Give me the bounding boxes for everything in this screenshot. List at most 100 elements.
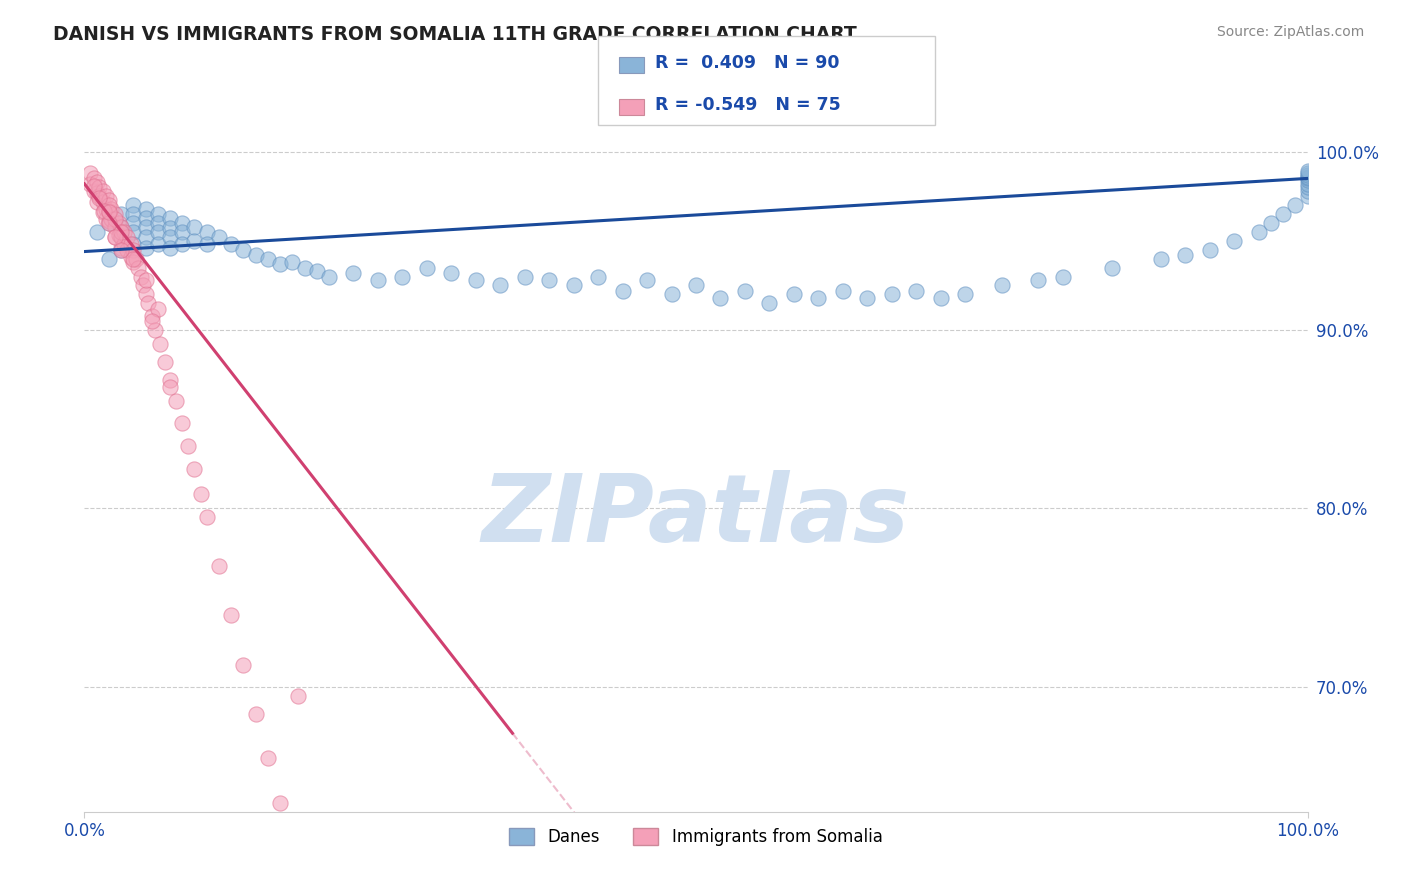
Point	[132, 278, 155, 293]
Point	[195, 237, 218, 252]
Point	[1150, 252, 1173, 266]
Point	[257, 751, 280, 765]
Point	[685, 278, 707, 293]
Point	[83, 178, 105, 193]
Point	[416, 260, 439, 275]
Point	[110, 207, 132, 221]
Point	[107, 216, 129, 230]
Point	[146, 207, 169, 221]
Point	[93, 203, 115, 218]
Point	[269, 796, 291, 810]
Point	[586, 269, 609, 284]
Point	[97, 216, 120, 230]
Text: ZIPatlas: ZIPatlas	[482, 470, 910, 562]
Point	[1296, 189, 1319, 203]
Point	[87, 191, 110, 205]
Point	[208, 558, 231, 573]
Point	[115, 230, 138, 244]
Point	[87, 189, 110, 203]
Point	[127, 260, 149, 275]
Point	[122, 207, 145, 221]
Point	[513, 269, 536, 284]
Point	[97, 205, 120, 219]
Point	[1296, 169, 1319, 184]
Point	[141, 309, 163, 323]
Point	[183, 234, 205, 248]
Point	[831, 284, 853, 298]
Point	[104, 207, 127, 221]
Point	[135, 219, 157, 234]
Point	[269, 257, 291, 271]
Point	[245, 706, 267, 721]
Point	[83, 184, 105, 198]
Point	[96, 189, 118, 203]
Point	[856, 291, 879, 305]
Point	[172, 216, 194, 230]
Point	[110, 219, 132, 234]
Point	[929, 291, 952, 305]
Point	[1296, 173, 1319, 187]
Point	[294, 260, 316, 275]
Point	[709, 291, 731, 305]
Point	[195, 225, 218, 239]
Point	[149, 337, 172, 351]
Point	[758, 296, 780, 310]
Point	[146, 301, 169, 316]
Point	[143, 323, 166, 337]
Point	[367, 273, 389, 287]
Point	[232, 658, 254, 673]
Point	[807, 291, 830, 305]
Point	[318, 269, 340, 284]
Point	[120, 237, 142, 252]
Legend: Danes, Immigrants from Somalia: Danes, Immigrants from Somalia	[502, 822, 890, 853]
Point	[110, 241, 132, 255]
Point	[104, 230, 127, 244]
Point	[86, 194, 108, 209]
Point	[112, 237, 135, 252]
Point	[172, 225, 194, 239]
Point	[661, 287, 683, 301]
Point	[125, 252, 148, 266]
Point	[1296, 184, 1319, 198]
Text: Source: ZipAtlas.com: Source: ZipAtlas.com	[1216, 25, 1364, 39]
Point	[538, 273, 561, 287]
Point	[195, 510, 218, 524]
Point	[464, 273, 486, 287]
Point	[100, 212, 122, 227]
Point	[183, 219, 205, 234]
Point	[1260, 216, 1282, 230]
Point	[91, 184, 114, 198]
Point	[129, 269, 152, 284]
Point	[96, 202, 118, 216]
Point	[146, 225, 169, 239]
Point	[86, 225, 108, 239]
Point	[1284, 198, 1306, 212]
Text: R = -0.549   N = 75: R = -0.549 N = 75	[655, 96, 841, 114]
Point	[905, 284, 928, 298]
Point	[1028, 273, 1050, 287]
Point	[97, 214, 120, 228]
Point	[1296, 180, 1319, 194]
Point	[1174, 248, 1197, 262]
Point	[122, 225, 145, 239]
Point	[287, 689, 309, 703]
Point	[97, 252, 120, 266]
Point	[141, 314, 163, 328]
Point	[177, 439, 200, 453]
Point	[97, 193, 120, 207]
Point	[110, 230, 132, 244]
Point	[135, 230, 157, 244]
Point	[159, 221, 181, 235]
Point	[232, 243, 254, 257]
Point	[153, 355, 176, 369]
Point	[1052, 269, 1074, 284]
Point	[1198, 243, 1220, 257]
Point	[440, 266, 463, 280]
Point	[122, 252, 145, 266]
Point	[391, 269, 413, 284]
Point	[1272, 207, 1295, 221]
Point	[489, 278, 512, 293]
Point	[83, 171, 105, 186]
Point	[159, 211, 181, 225]
Point	[135, 241, 157, 255]
